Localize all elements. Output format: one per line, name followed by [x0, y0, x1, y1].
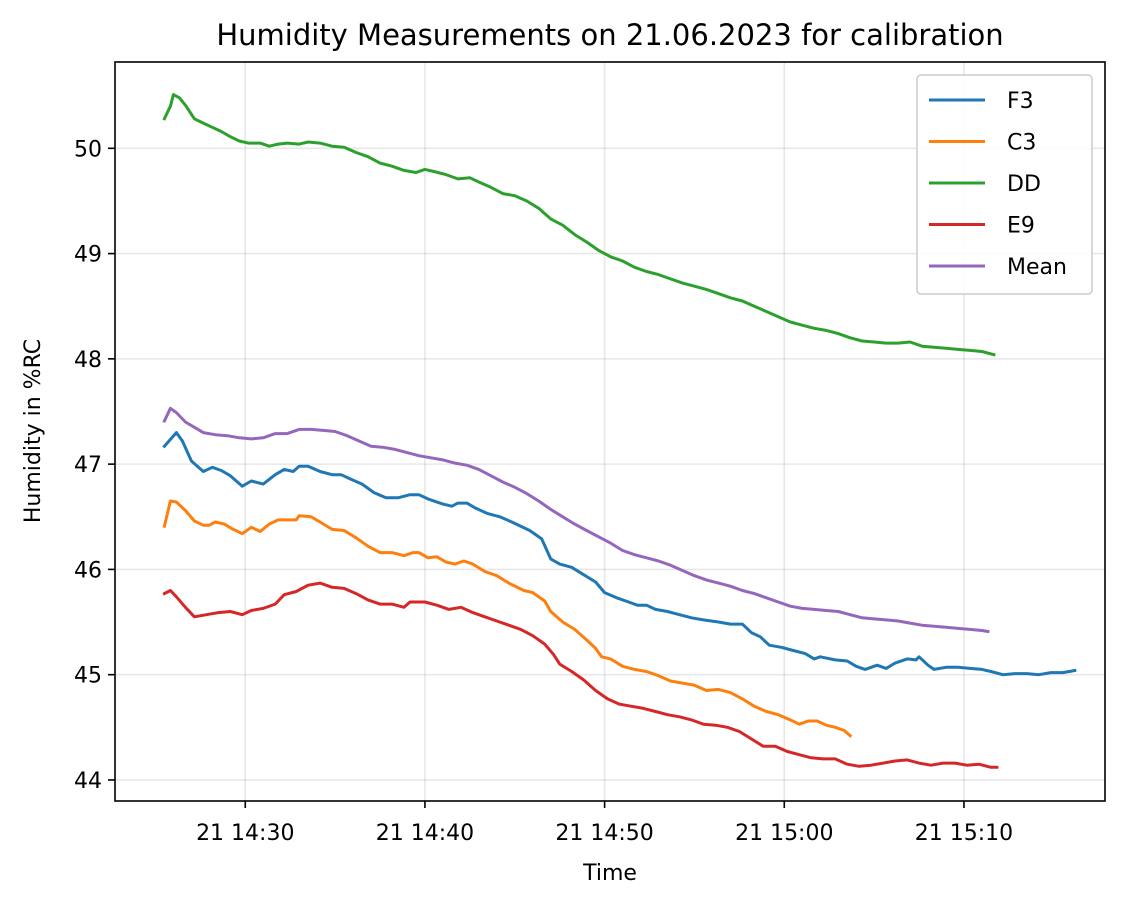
legend-label-e9: E9 [1007, 214, 1035, 239]
y-tick-label: 47 [74, 453, 102, 478]
x-axis-label: Time [582, 861, 637, 886]
y-tick-label: 49 [74, 243, 102, 268]
x-tick-label: 21 14:50 [555, 821, 653, 846]
legend-box [916, 74, 1093, 295]
series-line-mean [162, 406, 990, 634]
series-layer [162, 93, 1077, 769]
y-axis-label: Humidity in %RC [21, 339, 46, 523]
y-tick-label: 44 [74, 769, 102, 794]
x-tick-label: 21 14:30 [196, 821, 294, 846]
legend-label-dd: DD [1007, 172, 1041, 197]
x-tick-label: 21 14:40 [376, 821, 474, 846]
legend-label-f3: F3 [1007, 89, 1034, 114]
series-line-f3 [162, 431, 1077, 677]
plot-frame [114, 61, 1106, 802]
x-tick-label: 21 15:00 [735, 821, 833, 846]
y-tick-label: 45 [74, 664, 102, 689]
series-line-c3 [162, 499, 853, 738]
legend-label-c3: C3 [1007, 131, 1036, 156]
series-line-e9 [162, 581, 999, 769]
legend: F3 C3 DD E9 Mean [916, 74, 1093, 295]
y-tick-label: 48 [74, 348, 102, 373]
legend-entries: F3 C3 DD E9 Mean [929, 89, 1067, 280]
series-line-dd [162, 93, 996, 357]
x-tick-label: 21 15:10 [915, 821, 1013, 846]
y-tick-label: 46 [74, 558, 102, 583]
legend-label-mean: Mean [1007, 255, 1067, 280]
y-tick-label: 50 [74, 137, 102, 162]
ticks-layer: 21 14:30 21 14:40 21 14:50 21 15:00 21 15:10… [74, 137, 1013, 846]
chart-title: Humidity Measurements on 21.06.2023 for … [216, 18, 1003, 52]
